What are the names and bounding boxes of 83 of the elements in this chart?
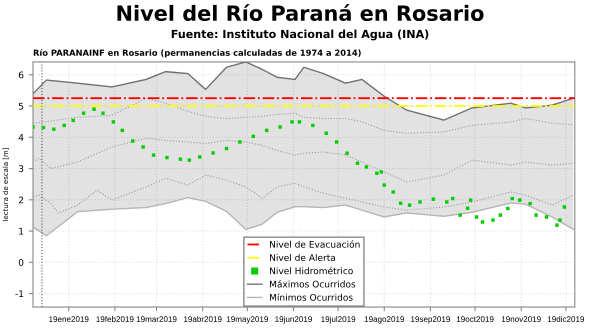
y-tick-label: 5	[18, 102, 24, 110]
legend-label: Nivel Hidrométrico	[270, 266, 353, 274]
point	[120, 128, 124, 132]
point	[518, 198, 522, 202]
point	[264, 128, 268, 132]
x-tick-label: 19feb2019	[96, 316, 134, 322]
point	[506, 206, 510, 210]
y-tick-label: 3	[18, 165, 24, 172]
point	[356, 162, 360, 165]
y-tick-label: 2	[18, 196, 24, 204]
point	[555, 223, 559, 227]
x-tick-label: 19abr2019	[184, 316, 222, 322]
point	[558, 218, 562, 222]
point	[445, 200, 448, 204]
point	[334, 140, 338, 144]
point	[188, 158, 191, 162]
point	[82, 112, 86, 115]
point	[101, 112, 105, 115]
point	[198, 155, 202, 159]
point	[141, 145, 145, 149]
point	[528, 202, 532, 206]
point	[238, 140, 242, 144]
chart-subtitle: Fuente: Instituto Nacional del Agua (INA)	[172, 30, 428, 40]
point	[398, 202, 402, 205]
point	[380, 170, 383, 174]
chart-title: Nivel del Río Paraná en Rosario	[117, 4, 484, 22]
x-tick-label: 19ago2019	[364, 316, 404, 324]
point	[165, 156, 169, 160]
point	[152, 153, 156, 157]
point	[364, 165, 368, 169]
x-tick-label: 19mar2019	[136, 316, 177, 322]
point	[534, 213, 538, 217]
point	[112, 120, 116, 124]
point	[71, 118, 75, 122]
point	[178, 157, 182, 161]
point	[211, 151, 215, 155]
x-tick-label: 19jul2019	[321, 316, 356, 324]
point	[408, 203, 412, 207]
point	[375, 172, 379, 175]
point	[491, 218, 495, 222]
point	[392, 190, 395, 194]
legend-label: Máximos Ocurridos	[270, 280, 356, 288]
point	[131, 139, 134, 143]
point	[298, 120, 302, 124]
point	[474, 215, 478, 219]
point	[432, 197, 436, 201]
x-tick-label: 19jun2019	[275, 316, 312, 324]
y-tick-label: 6	[18, 71, 24, 78]
line-series	[33, 138, 574, 183]
point	[382, 183, 386, 187]
point	[252, 134, 255, 138]
y-tick-label: 4	[18, 134, 24, 141]
point	[52, 127, 56, 131]
point	[498, 213, 502, 217]
y-tick-label: 0	[18, 259, 24, 266]
x-tick-label: 19dic2019	[548, 316, 584, 322]
point	[324, 132, 328, 135]
point	[92, 107, 96, 111]
point	[62, 124, 66, 128]
point	[458, 213, 462, 217]
y-tick-label: -1	[15, 290, 24, 298]
point	[278, 125, 282, 129]
y-tick-label: 1	[19, 228, 24, 234]
line-series	[33, 98, 574, 134]
point	[468, 198, 472, 202]
x-tick-label: 19may2019	[226, 316, 268, 324]
line-series	[33, 196, 574, 236]
point	[311, 124, 315, 128]
x-tick-label: 19ene2019	[49, 316, 89, 322]
text: Río PARANAINF en Rosario (permanencias calculadas de 1974 a 2014)	[34, 49, 361, 58]
point	[510, 196, 514, 200]
x-tick-label: 19oct2019	[456, 316, 494, 322]
legend-label: Nivel de Evacuación	[270, 240, 360, 248]
x-tick-label: 19sep2019	[411, 316, 450, 324]
x-tick-label: 19nov2019	[502, 316, 541, 322]
point	[451, 196, 454, 200]
point	[42, 126, 46, 130]
point	[345, 152, 349, 155]
line-series	[33, 174, 574, 214]
legend-label: Mínimos Ocurridos	[270, 293, 353, 301]
legend-label: Nivel de Alerta	[270, 254, 336, 262]
point	[562, 205, 566, 209]
point	[466, 206, 470, 210]
